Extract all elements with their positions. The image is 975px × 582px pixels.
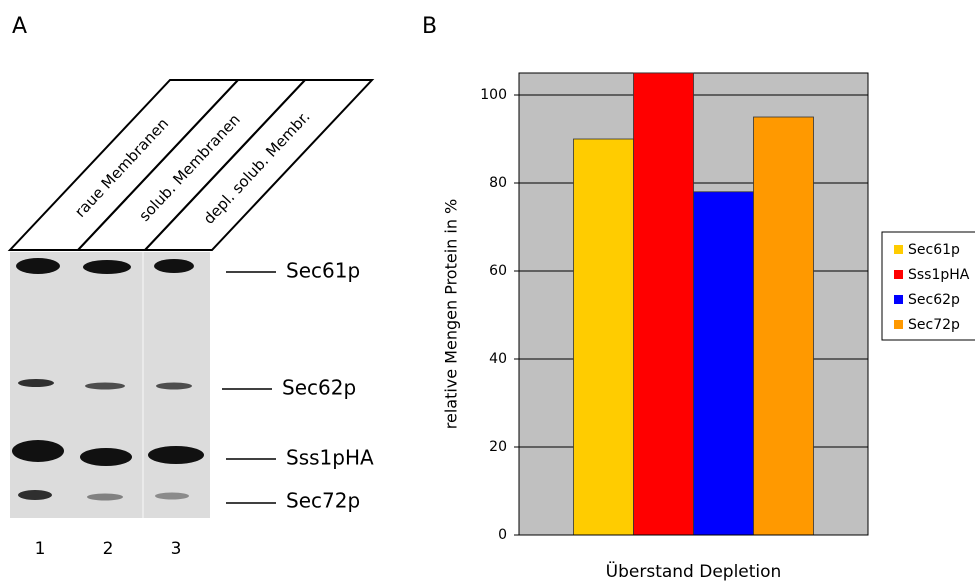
band-label: Sec61p (286, 259, 360, 283)
legend-label: Sec61p (908, 242, 960, 258)
bar (634, 73, 694, 535)
legend-swatch (894, 245, 903, 254)
band-label: Sec62p (282, 376, 356, 400)
y-tick-label: 60 (489, 263, 507, 279)
legend-swatch (894, 270, 903, 279)
lane-number: 2 (103, 539, 114, 559)
y-tick-label: 20 (489, 439, 507, 455)
panel-label: A (12, 14, 27, 39)
legend-swatch (894, 295, 903, 304)
band-label: Sec72p (286, 489, 360, 513)
y-tick-label: 0 (498, 527, 507, 543)
band-pointers (222, 272, 276, 503)
y-axis-title: relative Mengen Protein in % (442, 199, 461, 430)
lane-number: 3 (171, 539, 182, 559)
panel-label: B (422, 14, 437, 39)
legend-label: Sss1pHA (908, 267, 970, 283)
lane-number: 1 (35, 539, 46, 559)
y-tick-label: 100 (480, 87, 507, 103)
band-label: Sss1pHA (286, 446, 374, 470)
bar (574, 139, 634, 535)
y-tick-label: 80 (489, 175, 507, 191)
bar (754, 117, 814, 535)
bar (694, 192, 754, 535)
gel-image (10, 252, 210, 518)
legend-label: Sec72p (908, 317, 960, 333)
y-tick-label: 40 (489, 351, 507, 367)
x-tick-label: Überstand Depletion (606, 560, 782, 582)
legend-label: Sec62p (908, 292, 960, 308)
figure: A B raue Membranen solub. Membranen depl… (0, 0, 975, 582)
legend-swatch (894, 320, 903, 329)
